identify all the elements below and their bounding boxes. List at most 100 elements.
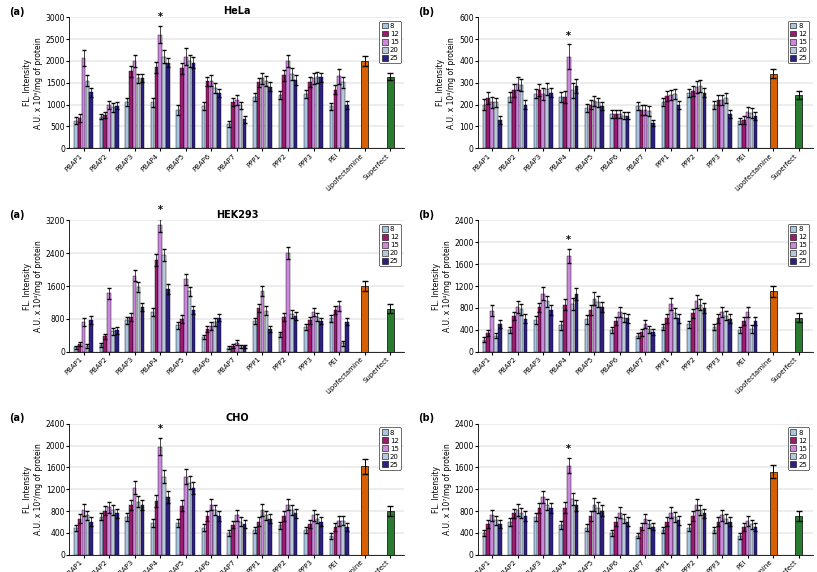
Bar: [176, 110, 180, 148]
Bar: [662, 327, 665, 352]
Bar: [542, 497, 545, 555]
Bar: [129, 317, 132, 352]
Bar: [163, 57, 166, 148]
Bar: [699, 304, 702, 352]
Bar: [166, 289, 170, 352]
Bar: [78, 344, 82, 352]
Bar: [626, 318, 629, 352]
Bar: [312, 312, 315, 352]
Bar: [333, 90, 337, 148]
Bar: [665, 96, 669, 148]
Bar: [490, 102, 493, 148]
Bar: [115, 106, 118, 148]
Bar: [265, 515, 268, 555]
Bar: [202, 337, 205, 352]
Bar: [746, 521, 749, 555]
Bar: [486, 98, 490, 148]
Bar: [290, 314, 293, 352]
Bar: [677, 318, 681, 352]
Bar: [770, 74, 777, 148]
Bar: [337, 305, 341, 352]
Bar: [125, 320, 129, 352]
Bar: [673, 517, 676, 555]
Bar: [227, 533, 231, 555]
Bar: [483, 533, 486, 555]
Bar: [746, 312, 749, 352]
Legend: 8, 12, 15, 20, 25: 8, 12, 15, 20, 25: [379, 224, 401, 267]
Bar: [534, 94, 538, 148]
Text: (a): (a): [9, 7, 25, 17]
Bar: [217, 93, 221, 148]
Bar: [192, 488, 195, 555]
Bar: [486, 333, 490, 352]
Bar: [483, 340, 486, 352]
Bar: [82, 322, 85, 352]
Bar: [133, 487, 136, 555]
Bar: [133, 61, 136, 148]
Bar: [151, 102, 154, 148]
Bar: [192, 62, 195, 148]
Bar: [129, 505, 132, 555]
Bar: [538, 90, 541, 148]
Bar: [694, 301, 699, 352]
Bar: [235, 100, 239, 148]
Text: *: *: [566, 444, 571, 455]
Bar: [151, 312, 154, 352]
Bar: [82, 58, 85, 148]
Bar: [618, 513, 622, 555]
Bar: [151, 523, 154, 555]
Bar: [691, 91, 694, 148]
Bar: [231, 102, 234, 148]
Bar: [261, 291, 264, 352]
Bar: [750, 329, 753, 352]
Bar: [739, 121, 742, 148]
Bar: [176, 523, 180, 555]
Bar: [78, 118, 82, 148]
Bar: [184, 476, 188, 555]
Bar: [74, 347, 78, 352]
Bar: [386, 77, 394, 148]
Bar: [563, 508, 567, 555]
Bar: [315, 519, 319, 555]
Bar: [622, 519, 626, 555]
Bar: [486, 525, 490, 555]
Bar: [712, 105, 717, 148]
Bar: [257, 522, 261, 555]
Bar: [687, 527, 690, 555]
Bar: [600, 307, 604, 352]
Bar: [644, 110, 647, 148]
Bar: [592, 505, 596, 555]
Bar: [750, 525, 753, 555]
Bar: [243, 525, 247, 555]
Bar: [490, 311, 493, 352]
Bar: [498, 525, 502, 555]
Bar: [386, 511, 394, 555]
Bar: [742, 527, 746, 555]
Bar: [549, 93, 552, 148]
Text: (b): (b): [417, 210, 434, 220]
Bar: [665, 318, 669, 352]
Bar: [753, 527, 757, 555]
Bar: [508, 97, 511, 148]
Bar: [542, 293, 545, 352]
Bar: [166, 62, 170, 148]
Bar: [141, 78, 144, 148]
Bar: [235, 515, 239, 555]
Text: *: *: [158, 12, 163, 22]
Bar: [703, 93, 706, 148]
Bar: [687, 324, 690, 352]
Bar: [239, 347, 243, 352]
Bar: [158, 447, 162, 555]
Bar: [494, 336, 498, 352]
Bar: [210, 326, 213, 352]
Bar: [283, 516, 286, 555]
Bar: [104, 511, 107, 555]
Bar: [304, 94, 308, 148]
Bar: [626, 522, 629, 555]
Bar: [520, 85, 523, 148]
Bar: [742, 120, 746, 148]
Bar: [549, 508, 552, 555]
Bar: [315, 77, 319, 148]
Bar: [206, 329, 209, 352]
Bar: [721, 515, 724, 555]
